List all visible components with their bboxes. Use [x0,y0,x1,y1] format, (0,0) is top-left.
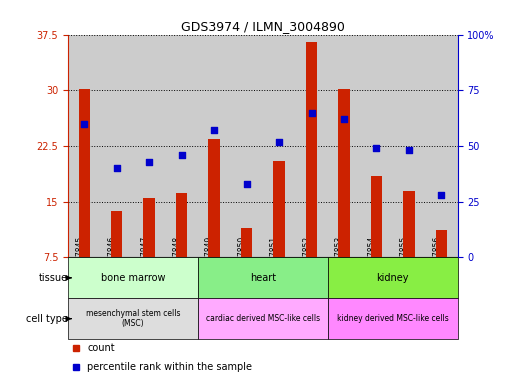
Text: mesenchymal stem cells
(MSC): mesenchymal stem cells (MSC) [86,309,180,328]
Point [210,127,218,134]
Point [145,159,153,165]
Text: tissue: tissue [39,273,68,283]
Bar [230,35,263,257]
Bar [241,228,252,257]
Bar [371,176,382,257]
Bar [78,89,90,257]
Bar [263,35,295,257]
Bar [338,89,350,257]
Bar [360,35,393,257]
Text: kidney: kidney [377,273,409,283]
Point [340,116,348,122]
Bar [328,257,458,298]
Bar [198,257,328,298]
Point [372,145,381,151]
Bar [209,139,220,257]
Bar [198,35,230,257]
Point [80,121,88,127]
Bar [393,35,425,257]
Bar [198,298,328,339]
Point [405,147,413,154]
Bar [176,193,187,257]
Bar [68,257,198,298]
Point [112,165,121,171]
Bar [68,298,198,339]
Text: bone marrow: bone marrow [101,273,165,283]
Bar [425,35,458,257]
Text: kidney derived MSC-like cells: kidney derived MSC-like cells [337,314,449,323]
Bar [68,35,100,257]
Bar [436,230,447,257]
Bar [328,35,360,257]
Text: count: count [87,343,115,353]
Point [437,192,446,198]
Bar [403,190,415,257]
Text: cell type: cell type [26,314,68,324]
Bar [274,161,285,257]
Point [242,181,251,187]
Text: cardiac derived MSC-like cells: cardiac derived MSC-like cells [206,314,320,323]
Bar [143,198,155,257]
Bar [165,35,198,257]
Bar [328,298,458,339]
Bar [111,211,122,257]
Point [177,152,186,158]
Bar [295,35,328,257]
Bar [306,42,317,257]
Point [308,109,316,116]
Text: percentile rank within the sample: percentile rank within the sample [87,362,253,372]
Text: heart: heart [250,273,276,283]
Bar [100,35,133,257]
Point [275,139,283,145]
Title: GDS3974 / ILMN_3004890: GDS3974 / ILMN_3004890 [181,20,345,33]
Bar [133,35,165,257]
